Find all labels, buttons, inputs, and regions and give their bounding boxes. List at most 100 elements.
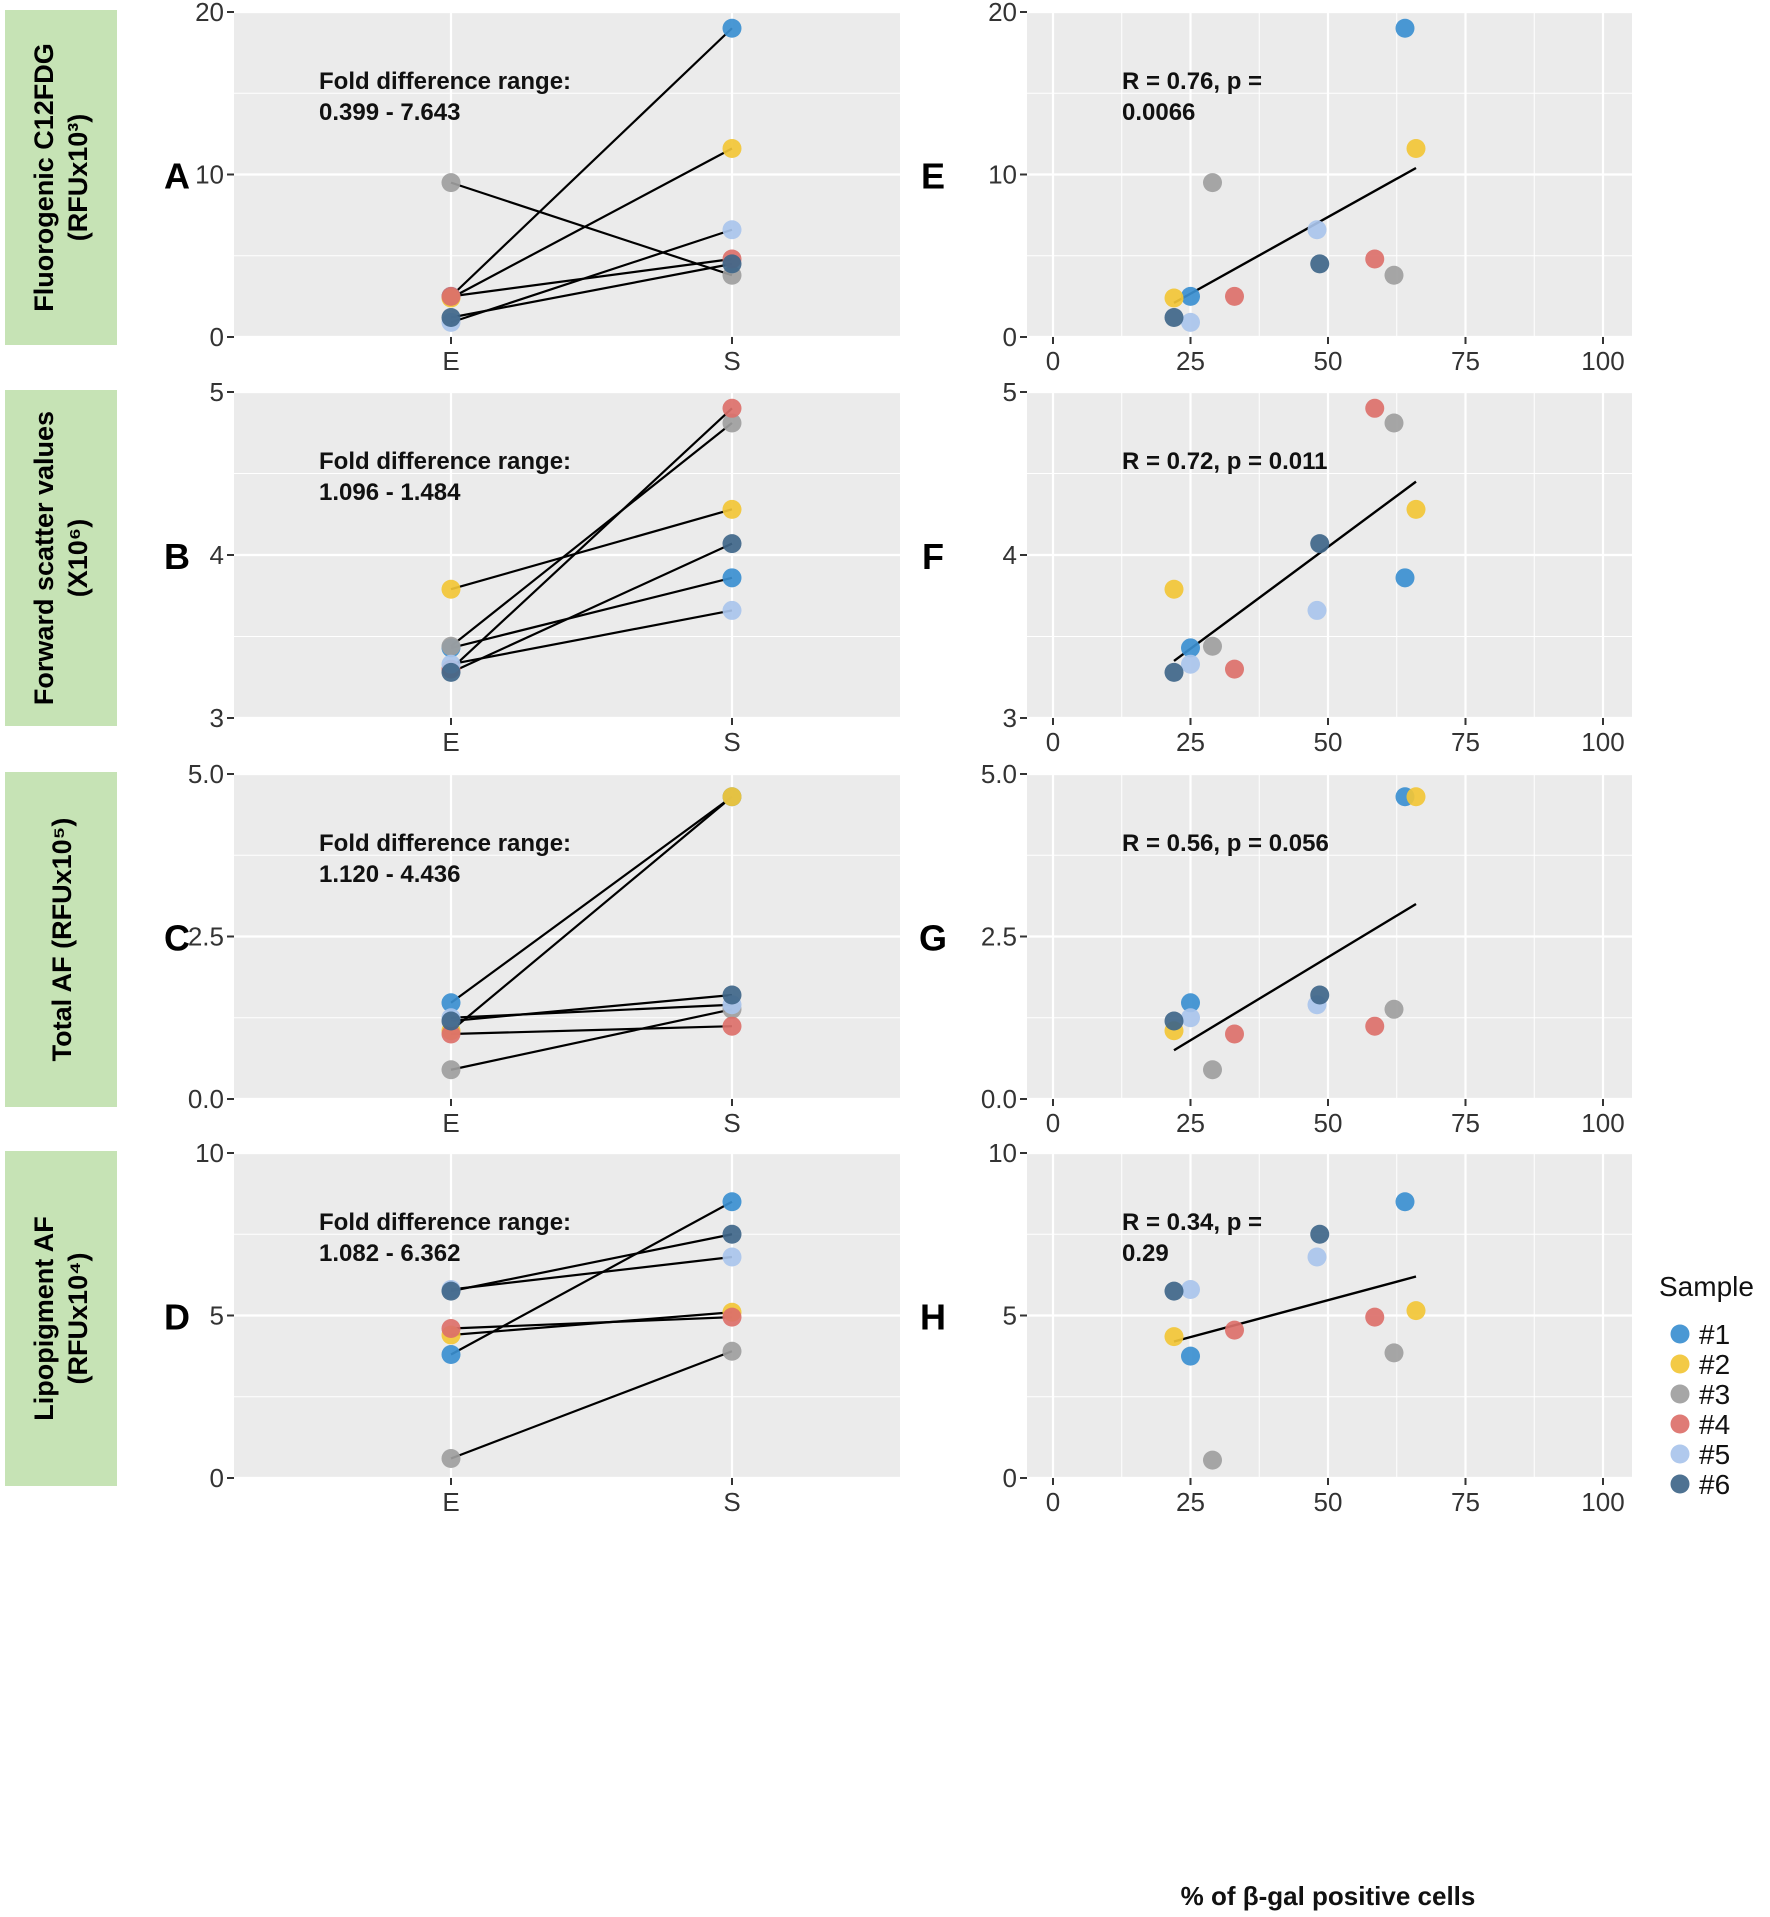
- data-point-S-2: [722, 139, 742, 158]
- x-tick-label: 0: [1046, 1487, 1060, 1517]
- legend-label: #6: [1699, 1469, 1730, 1500]
- scatter-point-6: [1164, 662, 1184, 682]
- panel-letter-H: H: [920, 1297, 946, 1338]
- row-label-box: [5, 772, 117, 1107]
- annotation-line: 1.096 - 1.484: [319, 479, 461, 506]
- scatter-point-6: [1164, 1281, 1184, 1301]
- scatter-point-5: [1307, 600, 1327, 620]
- legend-swatch: [1670, 1354, 1690, 1374]
- scatter-point-2: [1406, 787, 1426, 807]
- series-line-1: [450, 576, 733, 649]
- data-point-E-1: [441, 1345, 461, 1364]
- series-line-5: [450, 1255, 733, 1291]
- legend-label: #2: [1699, 1349, 1730, 1380]
- panel-letter-A: A: [164, 156, 190, 197]
- row-label-text-group: Lipopigment AF (RFUx10⁴): [29, 1216, 93, 1420]
- y-tick-label: 10: [988, 1138, 1017, 1168]
- y-tick-label: 5: [1003, 1301, 1017, 1331]
- row-label-text-group: Fluorogenic C12FDG (RFUx10³): [29, 43, 93, 312]
- scatter-point-1: [1181, 1346, 1200, 1366]
- scatter-point-3: [1384, 1343, 1404, 1363]
- scatter-point-1: [1395, 18, 1415, 38]
- annotation-line: 1.082 - 6.362: [319, 1240, 460, 1267]
- row-label-text-group: Total AF (RFUx10⁵): [47, 818, 77, 1062]
- data-point-S-6: [722, 534, 742, 554]
- data-point-S-4: [722, 1016, 742, 1036]
- row-label-line1: Total AF (RFUx10⁵): [47, 818, 77, 1062]
- scatter-point-6: [1310, 254, 1330, 274]
- legend-title: Sample: [1659, 1271, 1754, 1302]
- scatter-point-4: [1225, 286, 1244, 306]
- panel-C: C 0.0 2.5 5.0 E S Fold difference range: 1.120 …: [164, 759, 900, 1138]
- x-tick-label: S: [723, 727, 740, 757]
- scatter-point-4: [1225, 1024, 1244, 1044]
- y-tick-label: 4: [1003, 540, 1017, 570]
- scatter-point-5: [1307, 220, 1327, 240]
- scatter-point-2: [1164, 288, 1184, 308]
- data-point-S-1: [722, 1192, 742, 1212]
- series-line-1: [450, 27, 733, 298]
- regression-line: [1173, 1275, 1417, 1343]
- legend-label: #5: [1699, 1439, 1730, 1470]
- scatter-point-1: [1395, 1192, 1415, 1212]
- x-tick-label: 50: [1314, 1108, 1343, 1138]
- data-point-E-3: [441, 1060, 461, 1080]
- x-tick-label: 0: [1046, 727, 1060, 757]
- row-label-line1: Forward scatter values: [29, 411, 59, 705]
- series-line-4: [450, 1025, 733, 1036]
- scatter-point-1: [1181, 993, 1200, 1013]
- x-tick-label: 75: [1451, 1108, 1480, 1138]
- data-point-S-2: [722, 787, 742, 807]
- scatter-point-3: [1203, 636, 1222, 656]
- data-point-S-1: [722, 568, 742, 588]
- legend-item-1: #1: [1670, 1319, 1730, 1350]
- annotation-line: 0.399 - 7.643: [319, 99, 460, 126]
- annotation-line: 1.120 - 4.436: [319, 861, 460, 888]
- scatter-point-3: [1203, 173, 1222, 193]
- legend-label: #1: [1699, 1319, 1730, 1350]
- scatter-point-2: [1406, 499, 1426, 519]
- x-tick-label: E: [442, 727, 459, 757]
- data-point-S-6: [722, 1224, 742, 1244]
- annotation-line: R = 0.72, p = 0.011: [1122, 448, 1327, 475]
- scatter-point-3: [1203, 1060, 1222, 1080]
- regression-line: [1173, 480, 1417, 662]
- scatter-point-2: [1164, 579, 1184, 599]
- legend-item-4: #4: [1670, 1409, 1730, 1440]
- scatter-point-4: [1225, 1320, 1244, 1340]
- y-tick-label: 3: [210, 703, 224, 733]
- data-point-S-6: [722, 254, 742, 274]
- data-point-E-4: [441, 1024, 461, 1044]
- x-tick-label: 75: [1451, 1487, 1480, 1517]
- y-tick-label: 10: [195, 1138, 224, 1168]
- scatter-point-6: [1164, 1011, 1184, 1031]
- series-line-4: [450, 407, 733, 670]
- panel-B: B 3 4 5 E S Fold difference range: 1.096 - 1.48…: [164, 377, 900, 757]
- x-tick-label: E: [442, 1108, 459, 1138]
- y-tick-label: 10: [195, 160, 224, 190]
- y-tick-label: 2.5: [188, 922, 224, 952]
- data-point-E-1: [441, 993, 461, 1013]
- x-tick-label: 50: [1314, 346, 1343, 376]
- x-tick-label: E: [442, 346, 459, 376]
- y-tick-label: 5: [210, 1301, 224, 1331]
- annotation-line: Fold difference range:: [319, 830, 571, 857]
- legend-swatch: [1670, 1414, 1690, 1434]
- annotation-line: Fold difference range:: [319, 68, 571, 95]
- row-label-1: Fluorogenic C12FDG (RFUx10³): [5, 10, 117, 345]
- x-tick-label: 25: [1176, 727, 1205, 757]
- row-label-line2: (RFUx10⁴): [63, 1253, 93, 1385]
- x-tick-label: 25: [1176, 346, 1205, 376]
- scatter-point-4: [1225, 659, 1244, 679]
- scatter-point-5: [1181, 1008, 1200, 1028]
- series-line-6: [450, 262, 733, 319]
- data-point-S-5: [722, 600, 742, 620]
- data-point-S-1: [722, 18, 742, 38]
- legend: Sample #1#2#3#4#5#6: [1659, 1271, 1754, 1500]
- row-label-box: [5, 1151, 117, 1486]
- data-point-E-4: [441, 1319, 461, 1338]
- panel-letter-B: B: [164, 536, 190, 577]
- x-tick-label: 100: [1581, 1108, 1624, 1138]
- y-tick-label: 2.5: [981, 922, 1017, 952]
